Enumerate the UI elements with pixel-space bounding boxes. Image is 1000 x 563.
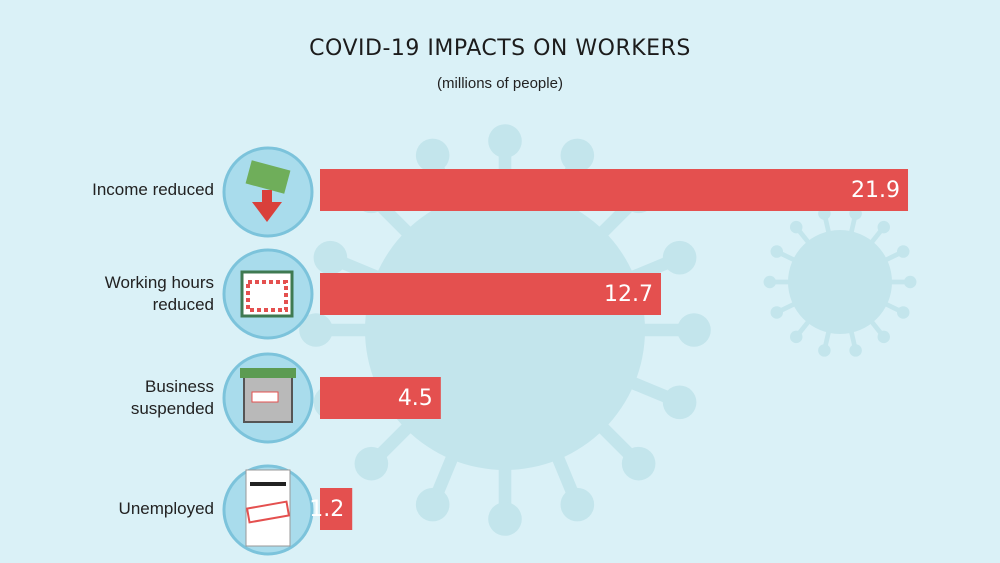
chart-subtitle: (millions of people) — [437, 75, 563, 92]
virus-spike-tip — [560, 138, 595, 173]
closed-icon — [222, 352, 314, 444]
virus-spike-tip — [299, 313, 333, 347]
virus-spike-tip — [662, 385, 697, 420]
virus-body — [788, 230, 892, 334]
value-label: 4.5 — [398, 386, 433, 411]
bar — [320, 377, 441, 419]
virus-spike-tip — [662, 240, 697, 275]
virus-spike-tip — [415, 138, 450, 173]
virus-spike-tip — [849, 344, 862, 357]
virus-spike-tip — [354, 446, 389, 481]
virus-spike-tip — [488, 502, 522, 536]
virus-spike-tip — [560, 487, 595, 522]
virus-spike-tip — [789, 330, 803, 344]
virus-spike-tip — [763, 275, 777, 289]
bar — [320, 169, 909, 211]
virus-body — [365, 190, 645, 470]
category-label: Income reduced — [92, 180, 214, 199]
virus-spike-tip — [770, 306, 783, 319]
virus-spike-tip — [621, 446, 656, 481]
category-label: Unemployed — [118, 499, 214, 518]
icons — [222, 146, 314, 556]
category-label: Business suspended — [130, 377, 214, 418]
contract-icon — [222, 464, 314, 556]
virus-spike-tip — [789, 220, 803, 234]
bars: 21.9 12.7 4.5 1.2 — [309, 169, 909, 530]
virus-spike-tip — [877, 330, 891, 344]
virus-spike-tip — [770, 245, 783, 258]
value-label: 12.7 — [604, 282, 653, 307]
virus-spike-tip — [677, 313, 711, 347]
bar — [320, 273, 661, 315]
value-label: 1.2 — [309, 497, 344, 522]
virus-spike-tip — [903, 275, 917, 289]
income-icon — [222, 146, 314, 238]
virus-spike-tip — [488, 124, 522, 158]
chart-title: COVID-19 IMPACTS ON WORKERS — [309, 36, 691, 61]
calendar-icon — [222, 248, 314, 340]
value-label: 21.9 — [851, 178, 900, 203]
virus-spike-tip — [415, 487, 450, 522]
virus-spike-tip — [897, 306, 910, 319]
category-label: Working hours reduced — [104, 273, 214, 314]
virus-spike-tip — [818, 344, 831, 357]
virus-spike-tip — [877, 220, 891, 234]
virus-spike-tip — [897, 245, 910, 258]
bar — [320, 488, 353, 530]
virus-spike-tip — [313, 240, 348, 275]
